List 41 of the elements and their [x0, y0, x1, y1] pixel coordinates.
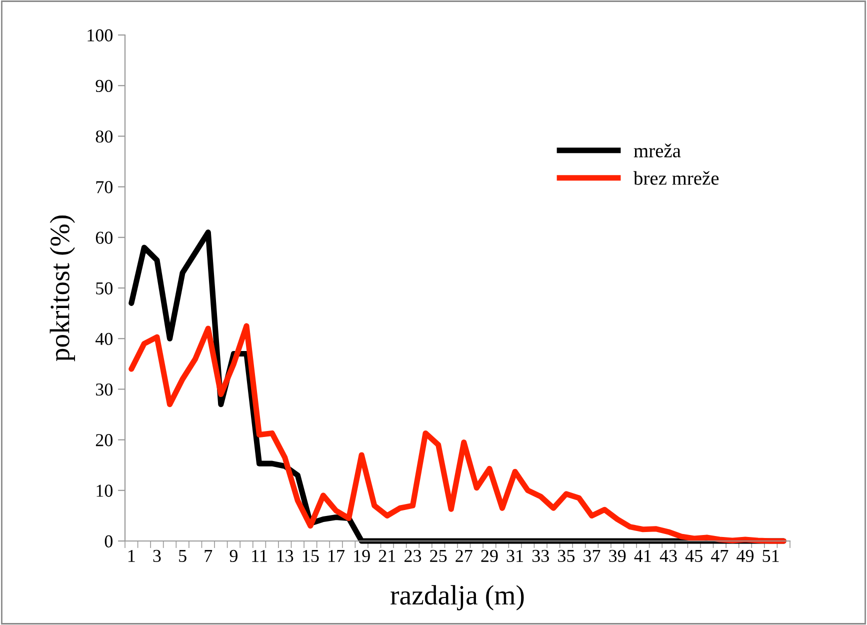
x-tick-label: 37 — [584, 550, 600, 562]
x-tick-label: 49 — [736, 550, 754, 562]
y-tick-label: 0 — [104, 535, 113, 548]
x-tick-label: 33 — [532, 550, 549, 562]
x-tick-label: 45 — [685, 550, 702, 562]
x-axis-title: razdalja (m) — [390, 585, 524, 610]
legend-label: mreža — [634, 144, 681, 158]
x-tick-label: 43 — [660, 550, 677, 562]
x-tick-label: 1 — [128, 550, 135, 562]
x-tick-label: 5 — [179, 550, 186, 562]
y-tick-label: 60 — [96, 232, 113, 244]
y-tick-label: 100 — [88, 29, 113, 42]
x-tick-label: 11 — [252, 550, 267, 562]
x-tick-label: 41 — [634, 550, 651, 562]
y-tick-label: 70 — [96, 181, 113, 194]
legend-label: brez mreže — [633, 171, 719, 185]
y-tick-label: 10 — [96, 484, 113, 497]
x-tick-label: 15 — [302, 550, 319, 562]
y-axis-title: pokritost (%) — [50, 216, 75, 362]
y-tick-label: 20 — [96, 434, 113, 446]
x-tick-label: 29 — [481, 550, 498, 562]
x-tick-label: 27 — [456, 550, 472, 562]
x-tick-label: 9 — [230, 550, 238, 562]
x-tick-label: 7 — [204, 550, 212, 562]
y-tick-label: 40 — [95, 332, 113, 346]
x-tick-label: 51 — [762, 550, 779, 562]
x-tick-label: 25 — [430, 550, 447, 562]
y-tick-label: 30 — [96, 383, 113, 396]
x-tick-label: 31 — [506, 550, 523, 562]
x-tick-label: 47 — [710, 550, 728, 562]
x-tick-label: 35 — [558, 550, 575, 562]
x-tick-label: 21 — [378, 550, 396, 562]
x-tick-label: 3 — [153, 550, 161, 562]
x-tick-label: 13 — [277, 550, 294, 562]
y-tick-label: 80 — [96, 130, 113, 143]
y-tick-label: 90 — [96, 80, 113, 92]
x-tick-label: 17 — [328, 550, 345, 562]
x-tick-label: 19 — [354, 550, 370, 562]
y-tick-label: 50 — [96, 282, 113, 294]
x-tick-label: 23 — [404, 550, 422, 562]
x-tick-label: 39 — [609, 550, 626, 562]
